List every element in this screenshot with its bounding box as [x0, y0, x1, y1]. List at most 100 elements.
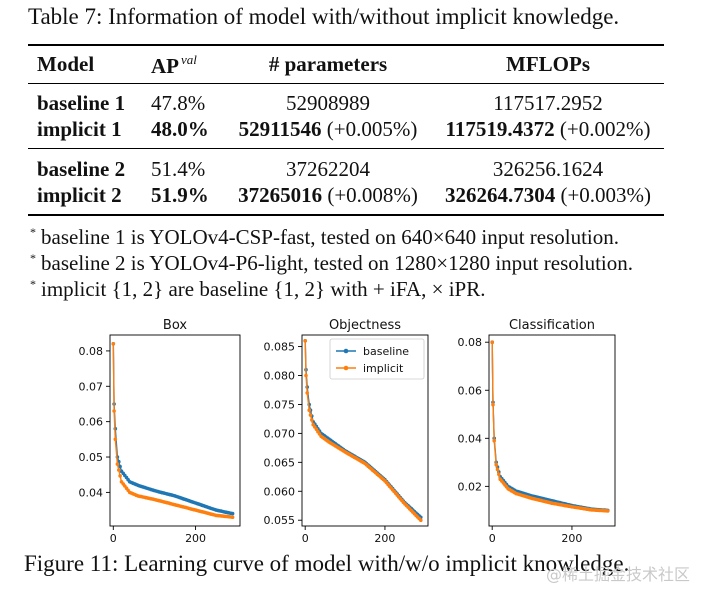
note-marker: *: [30, 225, 36, 239]
series-point-implicit: [118, 474, 122, 478]
series-line-baseline: [112, 343, 233, 515]
series-point-implicit: [112, 409, 116, 413]
x-tick-label: 0: [489, 532, 496, 545]
series-point-implicit: [419, 518, 423, 522]
note-marker: *: [30, 277, 36, 291]
chart-title: Box: [163, 318, 187, 333]
table-row: implicit 1 48.0% 52911546 (+0.005%) 1175…: [28, 117, 664, 143]
series-point-implicit: [494, 462, 499, 467]
series-point-baseline: [118, 464, 122, 469]
y-tick-label: 0.07: [79, 380, 104, 393]
row-params: 52911546 (+0.005%): [238, 117, 418, 141]
y-tick-label: 0.075: [264, 398, 296, 411]
bottom-rule: [28, 214, 664, 216]
figure-caption: Figure 11: Learning curve of model with/…: [24, 551, 630, 576]
series-point-implicit: [308, 413, 313, 417]
legend-label: baseline: [363, 345, 409, 358]
y-tick-label: 0.055: [264, 514, 296, 527]
row-mflops: 117517.2952: [493, 91, 603, 115]
x-tick-label: 200: [374, 532, 395, 545]
note-marker: *: [30, 251, 36, 265]
y-tick-label: 0.085: [264, 341, 296, 354]
row-ap: 48.0%: [151, 117, 209, 141]
x-tick-label: 200: [561, 532, 582, 545]
table-row: baseline 1 47.8% 52908989 117517.2952: [28, 91, 664, 117]
series-point-implicit: [497, 472, 501, 477]
x-tick-label: 0: [302, 532, 309, 545]
header-ap-superscript: val: [181, 52, 197, 67]
table-header-row: Model AP val # parameters MFLOPs: [28, 52, 664, 78]
series-line-implicit: [112, 343, 233, 518]
header-model: Model: [37, 52, 95, 76]
plot-frame: [109, 334, 241, 527]
x-tick-label: 200: [185, 532, 206, 545]
table-note: * baseline 1 is YOLOv4-CSP-fast, tested o…: [30, 225, 620, 249]
series-point-baseline: [230, 511, 235, 516]
top-rule: [28, 44, 664, 46]
row-params: 37265016 (+0.008%): [238, 183, 418, 207]
legend-label: implicit: [363, 362, 404, 375]
series-point-implicit: [303, 339, 308, 343]
row-ap: 51.4%: [151, 157, 206, 181]
table-row: baseline 2 51.4% 37262204 326256.1624: [28, 157, 664, 183]
legend-swatch-marker: [343, 348, 349, 354]
series-point-implicit: [305, 391, 310, 395]
params-delta: (+0.005%): [321, 117, 418, 141]
series-line-baseline: [491, 342, 608, 512]
series-point-implicit: [115, 462, 120, 466]
series-point-implicit: [491, 402, 495, 407]
row-ap: 47.8%: [151, 91, 206, 115]
row-model: implicit 1: [37, 117, 122, 141]
table-notes: * baseline 1 is YOLOv4-CSP-fast, tested o…: [30, 225, 633, 303]
row-model: baseline 1: [37, 91, 126, 115]
series-point-implicit: [113, 437, 118, 442]
row-mflops: 117519.4372 (+0.002%): [445, 117, 651, 141]
chart-classification: Classification 0.02 0.04 0.06 0.08 0 200: [458, 318, 616, 545]
series-point-implicit: [111, 342, 116, 346]
mflops-delta: (+0.002%): [554, 117, 651, 141]
mflops-delta: (+0.003%): [555, 183, 652, 207]
row-model: implicit 2: [37, 183, 122, 207]
header-params: # parameters: [268, 52, 388, 76]
chart-box: Box 0.04 0.05 0.06 0.07 0.08 0 200: [79, 318, 241, 545]
row-params: 37262204: [286, 157, 370, 181]
y-tick-label: 0.04: [79, 486, 104, 499]
y-tick-label: 0.08: [79, 345, 104, 358]
chart-objectness: Objectness 0.055 0.060 0.065 0.070 0.075 0.080…: [264, 318, 429, 545]
y-tick-label: 0.05: [79, 451, 104, 464]
y-tick-label: 0.070: [264, 427, 296, 440]
row-params: 52908989: [286, 91, 370, 115]
table-caption: Table 7: Information of model with/witho…: [28, 4, 620, 29]
series-point-implicit: [606, 509, 610, 513]
header-ap: AP val: [151, 52, 197, 78]
series-point-implicit: [495, 467, 500, 472]
chart-title: Objectness: [329, 318, 401, 333]
group-rule: [28, 148, 664, 149]
row-ap: 51.9%: [151, 183, 209, 207]
series-point-implicit: [307, 408, 312, 412]
y-tick-label: 0.06: [458, 384, 483, 397]
table-note: * baseline 2 is YOLOv4-P6-light, tested o…: [30, 251, 634, 275]
y-tick-label: 0.04: [458, 432, 483, 445]
row-mflops: 326256.1624: [492, 157, 604, 181]
header-rule: [28, 83, 664, 84]
y-tick-label: 0.08: [458, 336, 483, 349]
series-point-implicit: [230, 515, 235, 519]
x-tick-label: 0: [110, 532, 117, 545]
table-row: implicit 2 51.9% 37265016 (+0.008%) 3262…: [28, 183, 664, 209]
watermark: @稀土掘金技术社区: [545, 565, 690, 584]
legend-box: [329, 338, 425, 380]
row-mflops: 326264.7304 (+0.003%): [444, 183, 652, 207]
plot-frame: [301, 334, 429, 527]
y-tick-label: 0.02: [458, 480, 483, 493]
y-tick-label: 0.065: [264, 456, 296, 469]
series-point-implicit: [117, 468, 121, 472]
plot-frame: [488, 334, 616, 527]
row-model: baseline 2: [37, 157, 126, 181]
series-point-implicit: [490, 340, 495, 344]
table-note: * implicit {1, 2} are baseline {1, 2} wit…: [30, 277, 486, 301]
series-point-implicit: [492, 438, 497, 443]
y-tick-label: 0.06: [79, 416, 104, 429]
y-tick-label: 0.080: [264, 370, 296, 383]
